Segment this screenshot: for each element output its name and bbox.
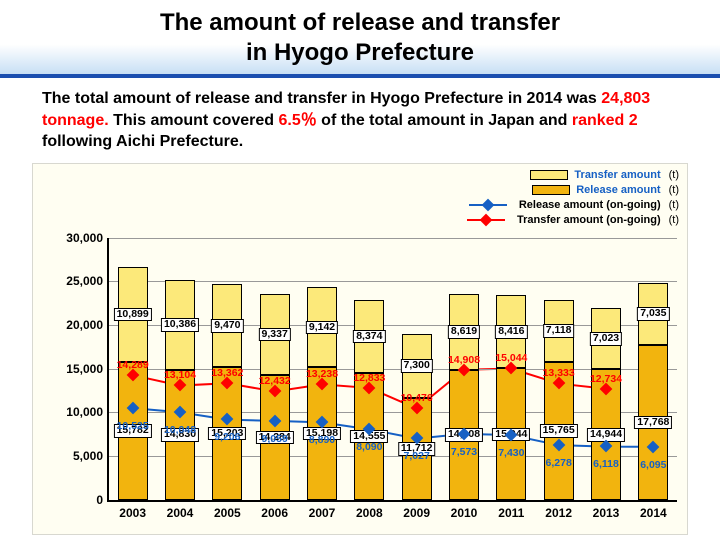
line-label-transfer_line: 13,362 — [211, 367, 243, 379]
legend-item-release_line: Release amount (on-going) (t) — [467, 198, 679, 213]
y-tick-label: 25,000 — [47, 274, 103, 288]
line-label-transfer_line: 12,432 — [259, 375, 291, 387]
line-label-release_line: 9,059 — [262, 433, 288, 445]
legend-line-swatch — [467, 219, 505, 221]
line-label-transfer_line: 13,238 — [306, 368, 338, 380]
bar-transfer-label: 9,142 — [306, 321, 338, 335]
line-label-transfer_line: 15,044 — [495, 352, 527, 364]
x-tick-label: 2003 — [110, 506, 156, 520]
bar-release-label: 15,765 — [540, 424, 578, 438]
bar-group: 14,9447,023 — [591, 308, 621, 500]
legend-line-swatch — [469, 204, 507, 206]
title-line2: in Hyogo Prefecture — [246, 39, 474, 66]
x-tick-label: 2008 — [346, 506, 392, 520]
legend-item-transfer_bar: Transfer amount (t) — [467, 168, 679, 183]
line-label-transfer_line: 13,333 — [543, 367, 575, 379]
bar-transfer-label: 7,300 — [401, 359, 433, 373]
y-tick-label: 5,000 — [47, 449, 103, 463]
line-label-transfer_line: 12,734 — [590, 373, 622, 385]
chart-legend: Transfer amount(t)Release amount(t)Relea… — [467, 168, 679, 228]
bar-transfer-label: 8,619 — [448, 325, 480, 339]
line-label-release_line: 6,278 — [546, 457, 572, 469]
bar-group: 15,78210,899 — [118, 267, 148, 500]
bar-transfer-label: 8,374 — [353, 330, 385, 344]
bar-release-label: 17,768 — [634, 416, 672, 430]
line-label-transfer_line: 12,833 — [353, 372, 385, 384]
line-label-release_line: 8,090 — [356, 441, 382, 453]
legend-item-transfer_line: Transfer amount (on-going) (t) — [467, 213, 679, 228]
bar-transfer-label: 9,470 — [211, 319, 243, 333]
y-tick-label: 30,000 — [47, 231, 103, 245]
bar-group: 15,044 8,416 — [496, 295, 526, 500]
x-tick-label: 2010 — [441, 506, 487, 520]
bar-group: 14,908 8,619 — [449, 294, 479, 499]
line-label-transfer_line: 14,908 — [448, 354, 480, 366]
bar-transfer-label: 7,035 — [637, 307, 669, 321]
x-tick-label: 2006 — [252, 506, 298, 520]
x-tick-label: 2014 — [630, 506, 676, 520]
line-label-release_line: 6,118 — [593, 458, 619, 470]
legend-bar-swatch — [532, 185, 570, 195]
bar-transfer-label: 9,337 — [259, 328, 291, 342]
legend-unit: (t) — [669, 214, 679, 226]
line-label-release_line: 9,206 — [214, 431, 240, 443]
x-tick-label: 2012 — [536, 506, 582, 520]
y-tick-label: 15,000 — [47, 362, 103, 376]
hl-percent: 6.5％ — [278, 112, 316, 129]
line-label-release_line: 8,890 — [309, 434, 335, 446]
bar-group: 15,1989,142 — [307, 287, 337, 500]
legend-bar-swatch — [530, 170, 568, 180]
plot-area: 05,00010,00015,00020,00025,00030,00015,7… — [107, 238, 677, 502]
line-label-release_line: 7,573 — [451, 446, 477, 458]
bar-transfer-label: 7,023 — [590, 332, 622, 346]
line-label-transfer_line: 13,104 — [164, 369, 196, 381]
bar-group: 15,2039,470 — [212, 284, 242, 499]
x-tick-label: 2011 — [488, 506, 534, 520]
y-tick-label: 0 — [47, 493, 103, 507]
y-tick-label: 10,000 — [47, 405, 103, 419]
legend-label: Release amount — [576, 184, 660, 196]
hl-rank: ranked 2 — [572, 112, 638, 129]
legend-item-release_bar: Release amount (t) — [467, 183, 679, 198]
line-label-release_line: 10,525 — [117, 420, 149, 432]
title-band: The amount of release and transfer in Hy… — [0, 0, 720, 78]
title-line1: The amount of release and transfer — [160, 9, 560, 36]
legend-unit: (t) — [669, 169, 679, 181]
bar-transfer-label: 7,118 — [543, 324, 575, 338]
bar-group: 11,7127,300 — [402, 334, 432, 500]
line-label-release_line: 7,430 — [498, 447, 524, 459]
y-tick-label: 20,000 — [47, 318, 103, 332]
bar-group: 15,7657,118 — [544, 300, 574, 500]
chart-container: Transfer amount(t)Release amount(t)Relea… — [32, 163, 688, 535]
line-label-release_line: 10,048 — [164, 424, 196, 436]
x-tick-label: 2005 — [204, 506, 250, 520]
gridline — [109, 238, 677, 239]
legend-label: Transfer amount (on-going) — [517, 214, 661, 226]
line-label-transfer_line: 14,289 — [117, 359, 149, 371]
legend-unit: (t) — [669, 199, 679, 211]
line-label-release_line: 6,095 — [640, 459, 666, 471]
bar-transfer-label: 10,899 — [114, 308, 152, 322]
line-label-transfer_line: 10,476 — [401, 392, 433, 404]
x-tick-label: 2013 — [583, 506, 629, 520]
legend-label: Release amount (on-going) — [519, 199, 661, 211]
x-tick-label: 2007 — [299, 506, 345, 520]
line-label-release_line: 7,027 — [404, 450, 430, 462]
x-tick-label: 2004 — [157, 506, 203, 520]
bar-transfer-label: 10,386 — [161, 318, 199, 332]
x-tick-label: 2009 — [394, 506, 440, 520]
description-paragraph: The total amount of release and transfer… — [0, 78, 720, 159]
bar-group: 14,5558,374 — [354, 300, 384, 500]
bar-transfer-label: 8,416 — [495, 325, 527, 339]
legend-unit: (t) — [669, 184, 679, 196]
legend-label: Transfer amount — [574, 169, 660, 181]
slide-title: The amount of release and transfer in Hy… — [0, 8, 720, 68]
slide-root: The amount of release and transfer in Hy… — [0, 0, 720, 540]
